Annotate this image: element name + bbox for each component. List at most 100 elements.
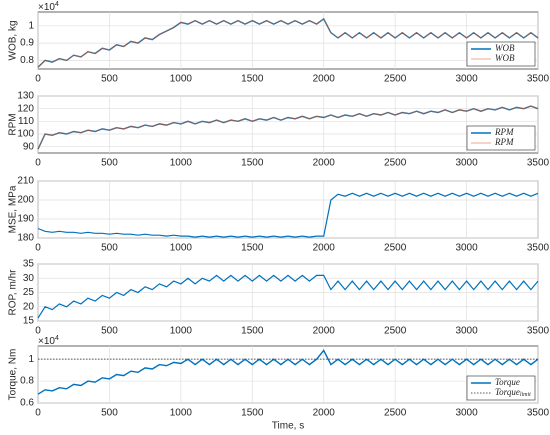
legend-box: [466, 125, 536, 151]
x-tick-label: 3500: [527, 243, 550, 254]
x-tick-label: 1000: [170, 243, 193, 254]
x-tick-label: 1500: [241, 408, 264, 419]
y-tick-label: 180: [17, 233, 34, 244]
x-tick-label: 1000: [170, 74, 193, 85]
x-tick-label: 2000: [313, 243, 336, 254]
legend-label: WOB: [495, 53, 515, 63]
x-tick-label: 1500: [241, 326, 264, 337]
x-tick-label: 500: [101, 74, 118, 85]
y-tick-label: 120: [17, 103, 34, 114]
legend-name: WOB: [495, 43, 515, 53]
x-tick-label: 3500: [527, 74, 550, 85]
x-tick-label: 500: [101, 158, 118, 169]
x-tick-label: 500: [101, 408, 118, 419]
x-tick-label: 2500: [384, 158, 407, 169]
x-tick-label: 1000: [170, 158, 193, 169]
x-tick-label: 2500: [384, 408, 407, 419]
series-line: [37, 192, 539, 238]
series-line: [37, 105, 539, 150]
plot-area: [37, 180, 539, 239]
x-tick-label: 2000: [313, 74, 336, 85]
multiplier-exponent: 4: [55, 1, 59, 8]
series-line: [37, 349, 539, 395]
x-tick-label: 3000: [455, 326, 478, 337]
x-tick-label: 0: [35, 74, 41, 85]
x-tick-label: 2500: [384, 243, 407, 254]
y-tick-label: 1: [28, 20, 34, 31]
plot-area: [37, 345, 539, 404]
y-tick-label: 1: [28, 354, 34, 365]
y-tick-label: 0.8: [20, 376, 34, 387]
x-tick-label: 1000: [170, 408, 193, 419]
y-tick-label: 210: [17, 176, 34, 187]
x-tick-label: 500: [101, 243, 118, 254]
x-tick-label: 0: [35, 326, 41, 337]
legend-name: RPM: [494, 137, 514, 147]
y-axis-label: ROP, m/hr: [8, 269, 19, 316]
x-tick-label: 1500: [241, 243, 264, 254]
panel: 0 500 1000 1500 2000 2500 3000 3500 0.8 0.9 1 WOB, …: [8, 1, 550, 85]
legend-name: Torque: [495, 387, 520, 397]
series-line: [37, 18, 539, 68]
x-axis-label: Time, s: [272, 421, 304, 432]
y-tick-label: 15: [23, 316, 35, 327]
plot-area: [37, 95, 539, 154]
x-tick-label: 3000: [455, 74, 478, 85]
multiplier-base: ×10: [38, 336, 55, 347]
y-multiplier: ×104: [38, 1, 59, 13]
x-tick-label: 500: [101, 326, 118, 337]
x-tick-label: 2500: [384, 326, 407, 337]
y-axis-label: Torque, Nm: [8, 349, 19, 401]
y-axis-label: WOB, kg: [8, 20, 19, 60]
x-tick-label: 2000: [313, 326, 336, 337]
x-tick-label: 2000: [313, 158, 336, 169]
legend-subscript: limit: [520, 392, 531, 398]
legend-label: RPM: [494, 127, 514, 137]
y-tick-label: 0.6: [20, 398, 34, 409]
x-tick-label: 3000: [455, 158, 478, 169]
multiplier-base: ×10: [38, 2, 55, 13]
series-line: [37, 274, 539, 319]
x-tick-label: 0: [35, 158, 41, 169]
y-tick-label: 190: [17, 214, 34, 225]
x-tick-label: 2000: [313, 408, 336, 419]
y-tick-label: 20: [23, 301, 35, 312]
x-tick-label: 1500: [241, 158, 264, 169]
legend-label: RPM: [494, 137, 514, 147]
y-tick-label: 25: [23, 287, 35, 298]
y-tick-label: 0.8: [20, 55, 34, 66]
x-tick-label: 0: [35, 243, 41, 254]
legend-label: Torquelimit: [495, 387, 531, 398]
legend-name: RPM: [494, 127, 514, 137]
legend-box: [466, 375, 536, 401]
panel: 0 500 1000 1500 2000 2500 3000 3500 15 20 25 30 35 RO…: [8, 259, 550, 337]
y-tick-label: 100: [17, 129, 34, 140]
y-multiplier: ×104: [38, 335, 59, 347]
x-tick-label: 3000: [455, 243, 478, 254]
y-tick-label: 90: [23, 141, 35, 152]
legend-name: WOB: [495, 53, 515, 63]
y-tick-label: 30: [23, 273, 35, 284]
legend-label: Torque: [495, 377, 520, 387]
plot-area: [37, 11, 539, 70]
x-tick-label: 3500: [527, 326, 550, 337]
y-tick-label: 200: [17, 195, 34, 206]
x-tick-label: 0: [35, 408, 41, 419]
legend-name: Torque: [495, 377, 520, 387]
x-tick-label: 3500: [527, 408, 550, 419]
x-tick-label: 3500: [527, 158, 550, 169]
panel: 0 500 1000 1500 2000 2500 3000 3500 0.6 0.8 1 Torqu…: [8, 335, 550, 432]
multiplier-exponent: 4: [55, 335, 59, 342]
x-tick-label: 3000: [455, 408, 478, 419]
y-axis-label: MSE, MPa: [8, 185, 19, 233]
legend-box: [466, 41, 536, 67]
x-tick-label: 1000: [170, 326, 193, 337]
panel: 0 500 1000 1500 2000 2500 3000 3500 180 190 200 210…: [8, 176, 550, 254]
x-tick-label: 2500: [384, 74, 407, 85]
y-tick-label: 110: [18, 116, 34, 127]
